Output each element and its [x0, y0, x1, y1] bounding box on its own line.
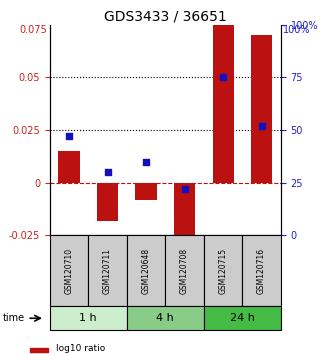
Text: log10 ratio: log10 ratio — [56, 344, 106, 353]
Bar — [88, 235, 127, 306]
Point — [66, 133, 72, 139]
Text: GSM120715: GSM120715 — [219, 248, 228, 294]
Title: GDS3433 / 36651: GDS3433 / 36651 — [104, 10, 227, 24]
Text: time: time — [3, 313, 25, 323]
Text: GSM120710: GSM120710 — [65, 248, 74, 294]
Bar — [213, 25, 234, 183]
Bar — [165, 235, 204, 306]
Bar — [50, 306, 127, 330]
Bar — [242, 235, 281, 306]
Bar — [204, 235, 242, 306]
Bar — [97, 183, 118, 221]
Text: 100%: 100% — [283, 25, 311, 35]
Point — [143, 159, 149, 165]
Text: GSM120711: GSM120711 — [103, 248, 112, 294]
Text: GSM120708: GSM120708 — [180, 248, 189, 294]
Point — [221, 75, 226, 80]
Bar — [58, 151, 80, 183]
Point — [105, 170, 110, 175]
Text: GSM120716: GSM120716 — [257, 248, 266, 294]
Text: 0.075: 0.075 — [20, 25, 48, 35]
Text: 24 h: 24 h — [230, 313, 255, 323]
Bar — [135, 183, 157, 200]
Point — [182, 186, 187, 192]
Text: 1 h: 1 h — [80, 313, 97, 323]
Bar — [251, 35, 272, 183]
Text: GSM120648: GSM120648 — [142, 248, 151, 294]
Bar — [204, 306, 281, 330]
Bar — [127, 306, 204, 330]
Bar — [174, 183, 195, 242]
Bar — [50, 235, 88, 306]
Point — [259, 123, 264, 129]
Text: 4 h: 4 h — [156, 313, 174, 323]
Bar — [30, 348, 48, 352]
Bar — [127, 235, 165, 306]
